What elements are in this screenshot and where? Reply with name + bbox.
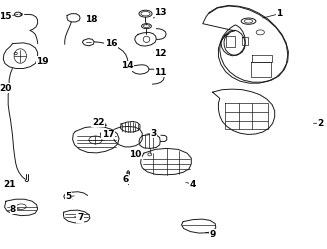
Text: 17: 17 <box>102 130 114 139</box>
Text: 22: 22 <box>92 118 104 126</box>
Text: 15: 15 <box>0 12 11 21</box>
Text: 14: 14 <box>121 62 134 70</box>
Text: 19: 19 <box>36 57 49 65</box>
Text: 1: 1 <box>276 9 283 18</box>
Text: 11: 11 <box>154 68 166 77</box>
Text: 5: 5 <box>65 192 72 201</box>
Text: 13: 13 <box>154 8 166 17</box>
Text: 20: 20 <box>0 84 12 93</box>
Text: 9: 9 <box>209 230 216 239</box>
Text: 21: 21 <box>4 180 16 189</box>
Text: 7: 7 <box>77 213 83 222</box>
Text: 2: 2 <box>317 119 324 128</box>
Text: 16: 16 <box>105 39 117 48</box>
Text: 6: 6 <box>123 175 129 184</box>
Text: 10: 10 <box>129 150 142 159</box>
Text: 3: 3 <box>150 129 157 138</box>
Text: 4: 4 <box>190 180 196 189</box>
Text: 12: 12 <box>154 49 166 58</box>
Text: 18: 18 <box>85 15 98 24</box>
Text: 8: 8 <box>10 205 16 214</box>
